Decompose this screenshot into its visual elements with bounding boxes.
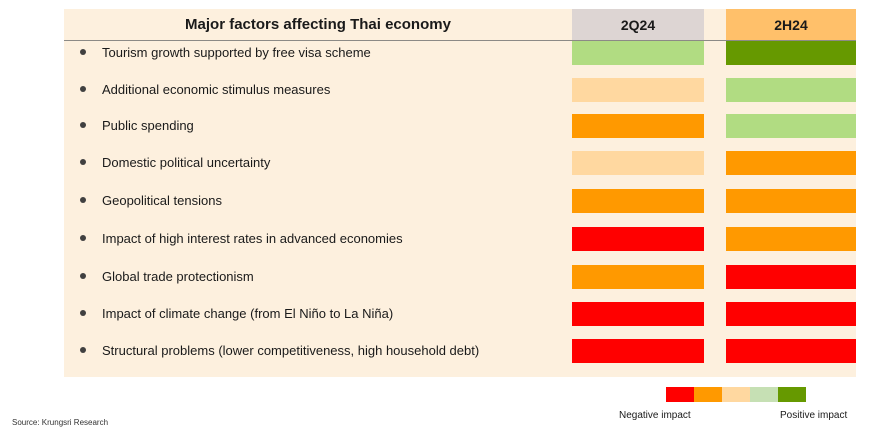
row-label: Structural problems (lower competitivene… [80,338,479,362]
row-label: Domestic political uncertainty [80,150,270,174]
impact-cell-2q24 [572,114,704,138]
column-header-2q24: 2Q24 [572,9,704,40]
header-divider [64,40,856,41]
impact-cell-2h24 [726,265,856,289]
impact-cell-2q24 [572,41,704,65]
impact-cell-2h24 [726,339,856,363]
factor-label: Domestic political uncertainty [102,154,271,170]
impact-cell-2h24 [726,302,856,326]
legend-swatch [722,387,750,402]
row-label: Impact of climate change (from El Niño t… [80,301,393,325]
impact-cell-2q24 [572,302,704,326]
legend-swatch [666,387,694,402]
factor-label: Impact of high interest rates in advance… [102,230,403,246]
impact-cell-2q24 [572,78,704,102]
factor-label: Tourism growth supported by free visa sc… [102,44,371,60]
bullet-icon [80,273,86,279]
row-label: Additional economic stimulus measures [80,77,330,101]
impact-cell-2h24 [726,78,856,102]
impact-cell-2h24 [726,227,856,251]
impact-cell-2h24 [726,114,856,138]
row-label: Geopolitical tensions [80,188,222,212]
legend-swatch [694,387,722,402]
impact-cell-2q24 [572,265,704,289]
row-label: Public spending [80,113,194,137]
bullet-icon [80,159,86,165]
bullet-icon [80,197,86,203]
bullet-icon [80,347,86,353]
row-label: Global trade protectionism [80,264,254,288]
legend-positive-label: Positive impact [780,410,848,421]
bullet-icon [80,235,86,241]
legend-swatch [778,387,806,402]
factor-label: Additional economic stimulus measures [102,81,331,97]
table-title: Major factors affecting Thai economy [185,16,451,33]
factor-label: Global trade protectionism [102,268,254,284]
impact-cell-2q24 [572,227,704,251]
legend-swatch [750,387,778,402]
column-header-2h24: 2H24 [726,9,856,40]
row-label: Impact of high interest rates in advance… [80,226,403,250]
bullet-icon [80,86,86,92]
row-label: Tourism growth supported by free visa sc… [80,40,371,64]
factor-label: Geopolitical tensions [102,192,222,208]
legend-negative-label: Negative impact [619,410,691,421]
table-panel [64,9,856,377]
source-note: Source: Krungsri Research [12,418,109,427]
factor-label: Structural problems (lower competitivene… [102,342,480,358]
bullet-icon [80,122,86,128]
factor-label: Public spending [102,117,194,133]
impact-cell-2q24 [572,189,704,213]
impact-cell-2h24 [726,41,856,65]
impact-cell-2h24 [726,151,856,175]
impact-cell-2q24 [572,339,704,363]
bullet-icon [80,310,86,316]
bullet-icon [80,49,86,55]
impact-cell-2h24 [726,189,856,213]
impact-cell-2q24 [572,151,704,175]
factor-label: Impact of climate change (from El Niño t… [102,305,394,321]
